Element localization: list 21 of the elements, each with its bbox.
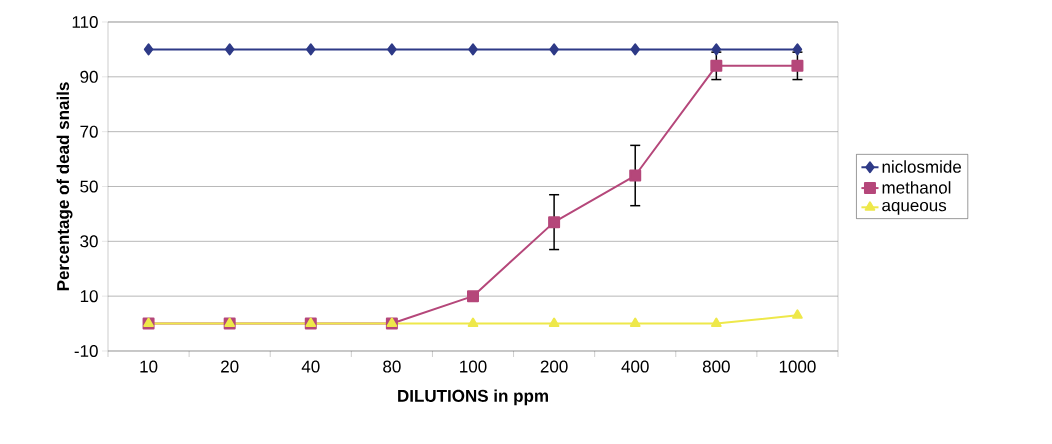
x-tick-label: 200: [540, 360, 568, 373]
y-tick-label: 30: [80, 235, 98, 248]
y-tick-label: 10: [80, 290, 98, 303]
y-tick-label: -10: [74, 344, 98, 358]
y-tick-label: 50: [80, 180, 98, 193]
x-tick-label: 400: [621, 360, 649, 373]
x-tick-label: 800: [702, 360, 730, 373]
x-tick-label: 10: [140, 360, 158, 373]
x-tick-label: 20: [221, 360, 239, 373]
x-axis-title: DILUTIONS in ppm: [398, 389, 548, 406]
x-tick-label: 100: [460, 360, 487, 373]
y-axis-title: Percentage of dead snails: [56, 82, 73, 291]
legend-label: methanol: [882, 181, 951, 194]
y-tick-label: 90: [80, 70, 98, 83]
x-tick-label: 40: [301, 360, 320, 373]
y-tick-label: 110: [72, 15, 98, 29]
legend-label: aqueous: [882, 201, 947, 215]
x-tick-label: 80: [383, 360, 401, 373]
legend-label: niclosmide: [882, 160, 962, 173]
x-tick-label: 1000: [779, 360, 816, 373]
y-tick-label: 70: [80, 125, 98, 138]
